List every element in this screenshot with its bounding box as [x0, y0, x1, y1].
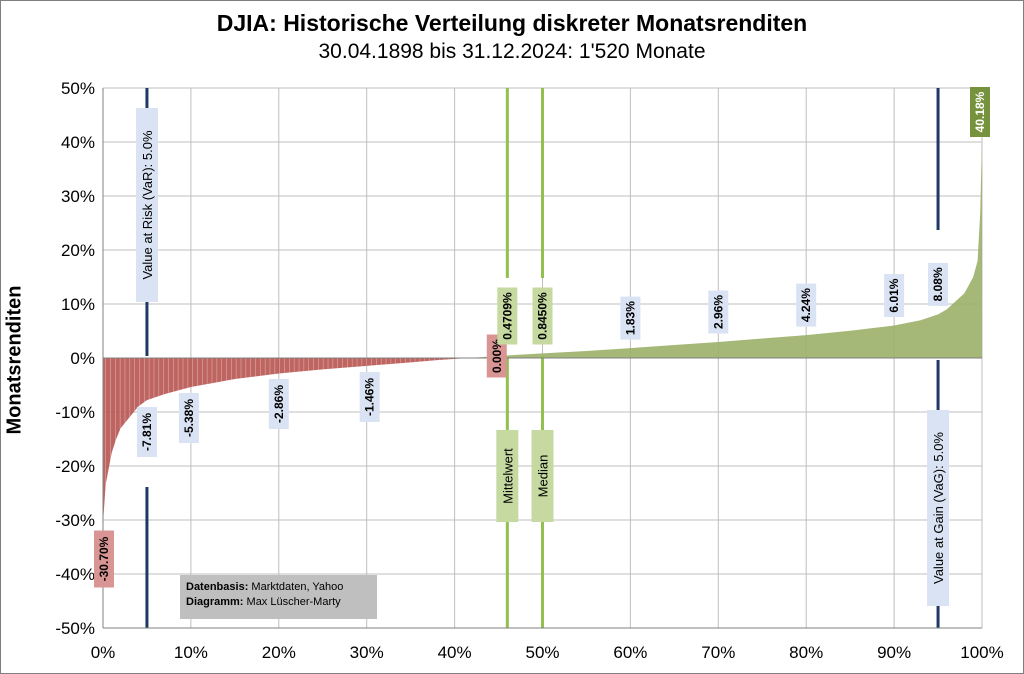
- data-label-box: [796, 283, 817, 327]
- negative-returns-area: [103, 358, 468, 524]
- x-tick-label: 90%: [877, 643, 911, 662]
- data-label: 2.96%: [711, 295, 725, 329]
- source-line1-value: Marktdaten, Yahoo: [248, 581, 344, 593]
- data-labels: -30.70% -7.81% -5.38% -2.86% -1.46% 0.00%0.47…: [94, 87, 990, 588]
- source-line1-label: Datenbasis:: [186, 581, 249, 593]
- reference-line-label: Value at Gain (VaG): 5.0%: [931, 432, 946, 584]
- x-tick-label: 40%: [438, 643, 472, 662]
- source-box: Datenbasis: Marktdaten, Yahoo Diagramm: …: [180, 575, 377, 619]
- data-label-box: [928, 262, 949, 306]
- chart-subtitle: 30.04.1898 bis 31.12.2024: 1'520 Monate: [318, 40, 706, 63]
- x-tick-label: 80%: [789, 643, 823, 662]
- data-label-box: [970, 87, 990, 137]
- data-label-box: [708, 290, 729, 334]
- data-label: -7.81%: [140, 413, 154, 451]
- x-tick-label: 60%: [613, 643, 647, 662]
- reference-label-box: [496, 430, 519, 522]
- chart-title: DJIA: Historische Verteilung diskreter M…: [216, 10, 808, 36]
- data-label: 0.8450%: [536, 292, 550, 340]
- y-tick-label: -40%: [55, 565, 95, 584]
- x-tick-label: 70%: [701, 643, 735, 662]
- data-label-box: [486, 334, 507, 378]
- data-label: 8.08%: [931, 267, 945, 301]
- x-tick-label: 100%: [960, 643, 1003, 662]
- reference-line-label: Median: [536, 455, 551, 498]
- data-label-box: [497, 287, 518, 345]
- y-tick-label: -10%: [55, 403, 95, 422]
- reference-lines: Value at Risk (VaR): 5.0% Mittelwert Media…: [135, 88, 950, 628]
- data-label: 1.83%: [623, 301, 637, 335]
- y-tick-label: -30%: [55, 511, 95, 530]
- reference-line-label: Value at Risk (VaR): 5.0%: [140, 130, 155, 280]
- data-label-box: [884, 274, 905, 318]
- data-label: 0.4709%: [500, 292, 514, 340]
- y-tick-label: -20%: [55, 457, 95, 476]
- y-tick-label: 10%: [61, 295, 95, 314]
- area-series: [103, 141, 982, 524]
- data-label: 4.24%: [799, 288, 813, 322]
- reference-label-box: [135, 108, 158, 302]
- data-label: -1.46%: [363, 378, 377, 416]
- reference-line-label: Mittelwert: [500, 448, 515, 504]
- source-line2-value: Max Lüscher-Marty: [243, 596, 341, 608]
- x-tick-label: 50%: [525, 643, 559, 662]
- reference-label-box: [531, 430, 554, 522]
- data-label-box: [94, 530, 114, 588]
- positive-returns-area: [467, 141, 982, 358]
- data-label-box: [136, 407, 157, 457]
- data-label-box: [359, 372, 380, 422]
- y-tick-label: 40%: [61, 133, 95, 152]
- data-label-box: [268, 379, 289, 429]
- data-label: -30.70%: [97, 536, 111, 581]
- data-label: 0.00%: [490, 339, 504, 373]
- y-tick-label: -50%: [55, 619, 95, 638]
- data-label: 6.01%: [887, 278, 901, 312]
- data-label-box: [620, 296, 641, 340]
- axes: 50% 40% 30% 20% 10% 0% -10% -20% -30% -40% -50% 0% 1…: [55, 79, 1003, 662]
- data-label-box: [532, 287, 553, 345]
- x-tick-label: 0%: [91, 643, 116, 662]
- x-tick-label: 10%: [174, 643, 208, 662]
- data-label: -5.38%: [182, 399, 196, 437]
- reference-label-box: [927, 410, 950, 606]
- data-label-box: [178, 393, 199, 443]
- data-label: -2.86%: [272, 385, 286, 423]
- y-tick-label: 50%: [61, 79, 95, 98]
- y-tick-label: 30%: [61, 187, 95, 206]
- data-label: 40.18%: [973, 91, 987, 132]
- x-tick-label: 20%: [262, 643, 296, 662]
- y-tick-label: 0%: [70, 349, 95, 368]
- x-tick-label: 30%: [350, 643, 384, 662]
- y-tick-label: 20%: [61, 241, 95, 260]
- source-line2-label: Diagramm:: [186, 596, 244, 608]
